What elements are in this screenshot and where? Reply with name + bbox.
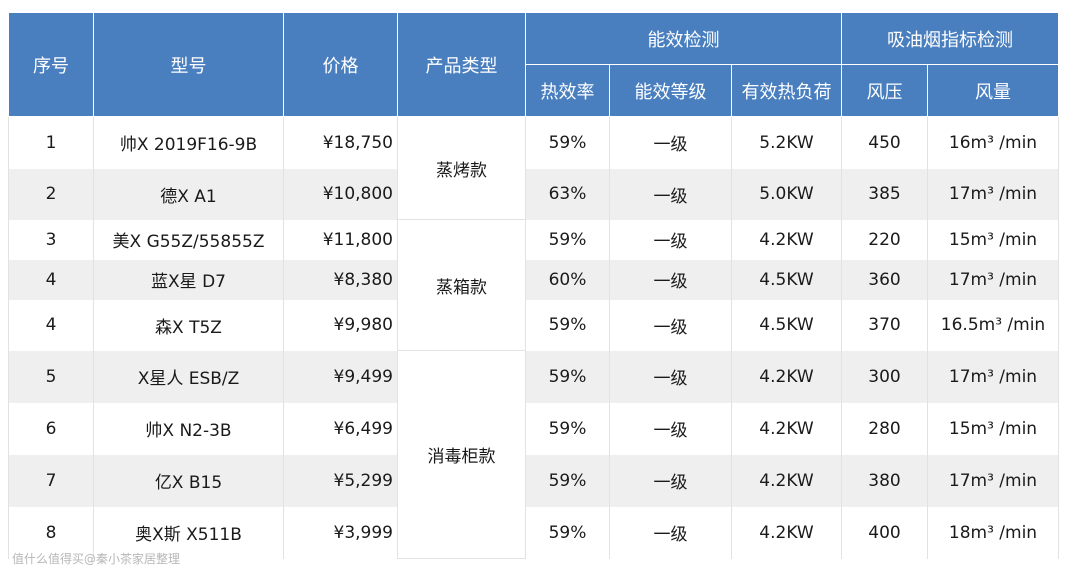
cell-price: ¥9,980 [283, 299, 398, 351]
cell-type-group: 消毒柜款 [397, 350, 526, 559]
cell-price: ¥10,800 [283, 168, 398, 220]
cell-load: 4.2KW [731, 219, 842, 260]
cell-pressure: 300 [841, 350, 928, 403]
cell-index: 1 [8, 116, 94, 169]
cell-thermal: 59% [525, 350, 610, 403]
cell-level: 一级 [609, 259, 732, 300]
cell-level: 一级 [609, 219, 732, 260]
cell-model: 亿X B15 [93, 454, 284, 507]
cell-load: 4.2KW [731, 506, 842, 559]
cell-load: 4.5KW [731, 259, 842, 300]
cell-price: ¥3,999 [283, 506, 398, 559]
table-row: 2 德X A1 ¥10,800 63% 一级 5.0KW 385 17m³ /m… [8, 168, 1059, 220]
cell-pressure: 400 [841, 506, 928, 559]
cell-type-group: 蒸箱款 [397, 219, 526, 351]
table-row: 4 森X T5Z ¥9,980 59% 一级 4.5KW 370 16.5m³ … [8, 299, 1059, 351]
cell-level: 一级 [609, 116, 732, 169]
header-energy-group: 能效检测 [525, 12, 842, 65]
table-row: 7 亿X B15 ¥5,299 59% 一级 4.2KW 380 17m³ /m… [8, 454, 1059, 507]
cell-volume: 17m³ /min [927, 454, 1059, 507]
cell-index: 3 [8, 219, 94, 260]
cell-load: 5.2KW [731, 116, 842, 169]
table-row: 8 奥X斯 X511B ¥3,999 59% 一级 4.2KW 400 18m³… [8, 506, 1059, 559]
cell-level: 一级 [609, 168, 732, 220]
cell-pressure: 380 [841, 454, 928, 507]
cell-index: 5 [8, 350, 94, 403]
watermark: 值什么值得买@秦小茶家居整理 [12, 552, 181, 566]
cell-load: 4.5KW [731, 299, 842, 351]
cell-thermal: 59% [525, 506, 610, 559]
table-row: 4 蓝X星 D7 ¥8,380 60% 一级 4.5KW 360 17m³ /m… [8, 259, 1059, 300]
cell-thermal: 59% [525, 402, 610, 455]
cell-thermal: 63% [525, 168, 610, 220]
header-type: 产品类型 [397, 12, 526, 117]
header-price: 价格 [283, 12, 398, 117]
cell-thermal: 59% [525, 116, 610, 169]
comparison-table: 序号 型号 价格 产品类型 能效检测 吸油烟指标检测 热效率 能效等级 有效热负… [8, 12, 1059, 559]
cell-volume: 16m³ /min [927, 116, 1059, 169]
cell-thermal: 60% [525, 259, 610, 300]
cell-thermal: 59% [525, 454, 610, 507]
cell-index: 6 [8, 402, 94, 455]
cell-model: 森X T5Z [93, 299, 284, 351]
cell-pressure: 220 [841, 219, 928, 260]
cell-load: 5.0KW [731, 168, 842, 220]
cell-level: 一级 [609, 350, 732, 403]
cell-volume: 15m³ /min [927, 402, 1059, 455]
cell-load: 4.2KW [731, 350, 842, 403]
cell-model: 蓝X星 D7 [93, 259, 284, 300]
cell-volume: 17m³ /min [927, 168, 1059, 220]
table-row: 3 美X G55Z/55855Z ¥11,800 蒸箱款 59% 一级 4.2K… [8, 219, 1059, 351]
cell-price: ¥11,800 [283, 219, 398, 260]
cell-model: 帅X 2019F16-9B [93, 116, 284, 169]
cell-price: ¥18,750 [283, 116, 398, 169]
header-pressure: 风压 [841, 64, 928, 117]
cell-volume: 17m³ /min [927, 259, 1059, 300]
cell-model: X星人 ESB/Z [93, 350, 284, 403]
cell-price: ¥5,299 [283, 454, 398, 507]
header-suction-group: 吸油烟指标检测 [841, 12, 1059, 65]
cell-pressure: 385 [841, 168, 928, 220]
header-index: 序号 [8, 12, 94, 117]
table-row: 5 X星人 ESB/Z ¥9,499 消毒柜款 59% 一级 4.2KW 300… [8, 350, 1059, 559]
header-volume: 风量 [927, 64, 1059, 117]
cell-type-group: 蒸烤款 [397, 116, 526, 220]
cell-index: 4 [8, 259, 94, 300]
table-row: 1 帅X 2019F16-9B ¥18,750 蒸烤款 59% 一级 5.2KW… [8, 116, 1059, 220]
cell-load: 4.2KW [731, 454, 842, 507]
cell-model: 德X A1 [93, 168, 284, 220]
cell-level: 一级 [609, 299, 732, 351]
cell-pressure: 370 [841, 299, 928, 351]
cell-volume: 15m³ /min [927, 219, 1059, 260]
cell-index: 4 [8, 299, 94, 351]
cell-price: ¥8,380 [283, 259, 398, 300]
cell-index: 8 [8, 506, 94, 559]
cell-price: ¥9,499 [283, 350, 398, 403]
header-level: 能效等级 [609, 64, 732, 117]
cell-load: 4.2KW [731, 402, 842, 455]
cell-thermal: 59% [525, 219, 610, 260]
cell-pressure: 280 [841, 402, 928, 455]
cell-model: 美X G55Z/55855Z [93, 219, 284, 260]
cell-level: 一级 [609, 402, 732, 455]
cell-level: 一级 [609, 454, 732, 507]
cell-model: 帅X N2-3B [93, 402, 284, 455]
cell-volume: 18m³ /min [927, 506, 1059, 559]
table-row: 6 帅X N2-3B ¥6,499 59% 一级 4.2KW 280 15m³ … [8, 402, 1059, 455]
cell-index: 7 [8, 454, 94, 507]
cell-price: ¥6,499 [283, 402, 398, 455]
cell-pressure: 360 [841, 259, 928, 300]
header-load: 有效热负荷 [731, 64, 842, 117]
cell-pressure: 450 [841, 116, 928, 169]
cell-thermal: 59% [525, 299, 610, 351]
cell-level: 一级 [609, 506, 732, 559]
cell-volume: 17m³ /min [927, 350, 1059, 403]
cell-index: 2 [8, 168, 94, 220]
cell-model: 奥X斯 X511B [93, 506, 284, 559]
header-thermal: 热效率 [525, 64, 610, 117]
header-model: 型号 [93, 12, 284, 117]
cell-volume: 16.5m³ /min [927, 299, 1059, 351]
